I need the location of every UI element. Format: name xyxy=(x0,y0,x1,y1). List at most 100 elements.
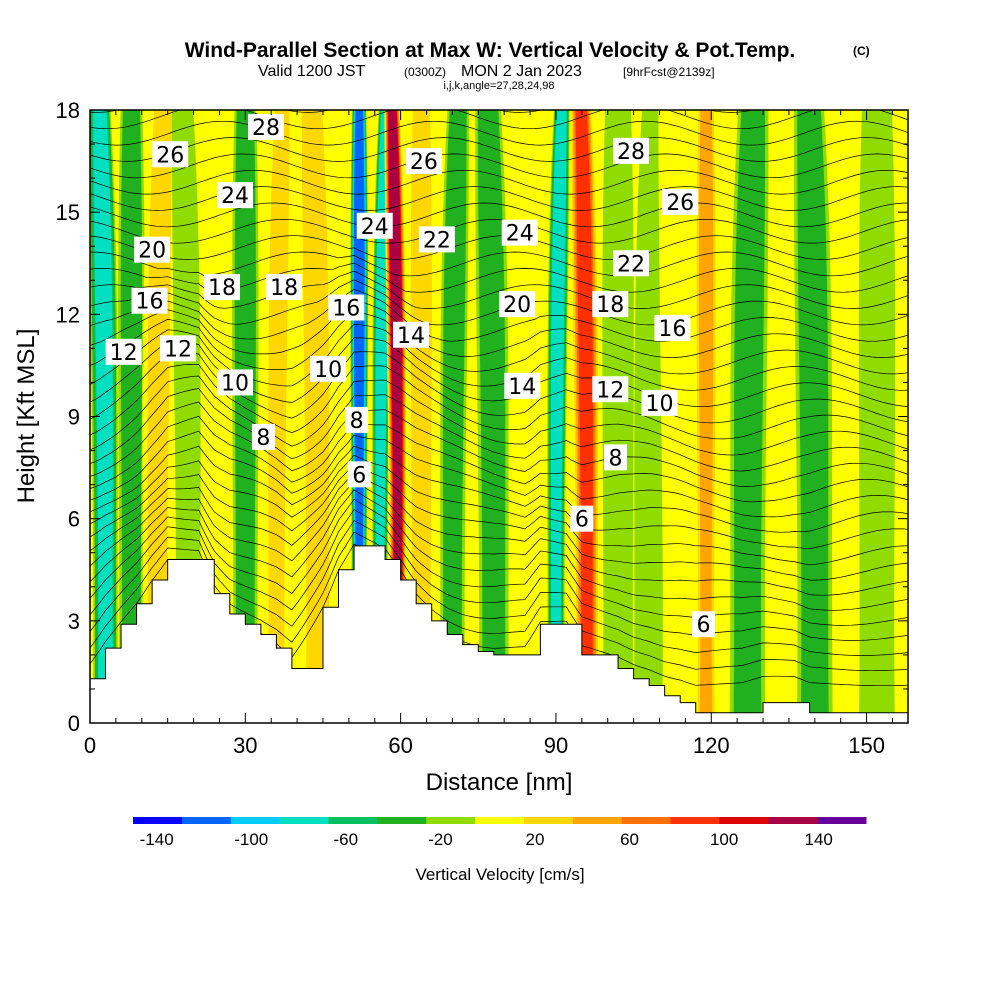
contour-label: 14 xyxy=(392,321,429,349)
contour-label-text: 20 xyxy=(138,239,166,264)
contour-label: 28 xyxy=(248,114,285,141)
colorbar-tick-label: 20 xyxy=(526,830,545,849)
y-tick-label: 6 xyxy=(68,507,80,532)
contour-label: 8 xyxy=(345,406,369,434)
x-tick-label: 0 xyxy=(84,733,96,758)
contour-label: 16 xyxy=(328,294,365,322)
contour-label: 6 xyxy=(692,611,715,638)
vv-band xyxy=(445,110,465,723)
vv-feature xyxy=(858,110,896,723)
contour-label-text: 20 xyxy=(503,293,531,318)
contour-label-box xyxy=(603,444,627,471)
theta-contour xyxy=(90,279,908,326)
contour-label-box xyxy=(356,212,393,239)
contour-label-box xyxy=(328,294,365,321)
vv-feature xyxy=(439,110,469,723)
contour-label: 20 xyxy=(499,291,536,318)
theta-contour xyxy=(90,218,908,244)
contour-label-text: 12 xyxy=(596,378,624,403)
contour-label-box xyxy=(392,321,429,348)
contour-label-box xyxy=(216,182,253,209)
vv-feature xyxy=(118,110,145,723)
contour-label: 26 xyxy=(405,148,442,175)
contour-label-box xyxy=(160,335,197,362)
contour-label-text: 16 xyxy=(136,290,164,315)
vv-band xyxy=(147,110,172,723)
theta-contour xyxy=(90,235,908,260)
contour-label: 24 xyxy=(216,182,253,209)
vv-feature xyxy=(729,110,769,723)
theta-contour xyxy=(90,120,908,146)
theta-contour xyxy=(90,498,908,626)
contour-label: 28 xyxy=(613,137,650,165)
vv-band xyxy=(267,110,290,723)
contour-label-box xyxy=(347,461,371,488)
theta-contour xyxy=(90,110,755,113)
theta-contour xyxy=(90,153,908,179)
theta-contour xyxy=(90,388,908,472)
contour-label: 18 xyxy=(204,274,241,301)
contour-label-box xyxy=(134,236,171,263)
colorbar-swatch xyxy=(475,817,525,824)
vv-feature xyxy=(793,110,833,723)
vv-band xyxy=(237,110,254,723)
colorbar-tick-label: 140 xyxy=(805,830,833,849)
contour-label-text: 26 xyxy=(156,143,184,168)
contour-label-text: 8 xyxy=(350,409,364,434)
x-tick-label: 90 xyxy=(544,733,568,758)
contour-label-text: 22 xyxy=(617,252,645,277)
contour-label-text: 28 xyxy=(617,140,645,165)
contour-label-text: 14 xyxy=(397,324,425,349)
contour-label-box xyxy=(654,314,691,341)
theta-contour xyxy=(90,480,908,596)
vv-feature xyxy=(570,110,601,723)
contour-label-box xyxy=(499,291,536,318)
x-axis-label: Distance [nm] xyxy=(426,769,573,796)
chart-title: Wind-Parallel Section at Max W: Vertical… xyxy=(185,39,796,62)
contour-label: 12 xyxy=(160,335,197,362)
contour-label-box xyxy=(504,372,541,399)
y-tick-label: 0 xyxy=(68,711,80,736)
theta-contour xyxy=(90,289,908,342)
contour-label-box xyxy=(641,389,678,416)
y-tick-label: 12 xyxy=(56,302,80,327)
contour-label-text: 16 xyxy=(658,317,686,342)
vv-feature xyxy=(90,110,119,723)
contour-label-box xyxy=(592,291,629,318)
contour-label-text: 24 xyxy=(361,215,389,240)
contour-label-text: 12 xyxy=(110,341,138,366)
theta-contour xyxy=(90,445,908,533)
terrain xyxy=(90,545,908,723)
vv-feature xyxy=(263,110,293,723)
contour-label: 24 xyxy=(356,212,393,240)
theta-contour xyxy=(90,430,908,518)
contour-label: 10 xyxy=(641,389,678,417)
contour-label-box xyxy=(131,287,168,314)
contour-label-text: 28 xyxy=(252,116,280,141)
contour-label: 16 xyxy=(654,314,691,342)
contour-label-box xyxy=(501,219,538,246)
contour-label: 14 xyxy=(504,372,541,400)
y-tick-label: 18 xyxy=(56,98,80,123)
colorbar-tick-label: 100 xyxy=(710,830,738,849)
subtitle-valid: Valid 1200 JST xyxy=(258,63,366,80)
contour-label-text: 26 xyxy=(666,191,694,216)
x-tick-label: 30 xyxy=(233,733,257,758)
contour-label: 10 xyxy=(310,355,347,383)
contour-label-box xyxy=(310,355,347,382)
contour-label-box xyxy=(570,505,594,532)
colorbar-swatch xyxy=(377,817,427,824)
theta-contour xyxy=(90,489,908,611)
contour-label-text: 6 xyxy=(575,508,589,533)
chart-subtitle: Valid 1200 JST (0300Z) MON 2 Jan 2023 [9… xyxy=(258,63,715,80)
contour-label-text: 24 xyxy=(221,184,249,209)
contour-label-text: 6 xyxy=(697,613,711,638)
contour-label: 8 xyxy=(603,444,627,471)
contour-label-text: 8 xyxy=(608,446,622,471)
contour-label-box xyxy=(345,406,369,433)
theta-contour xyxy=(90,202,908,228)
colorbar-swatch xyxy=(621,817,672,824)
contour-label-box xyxy=(692,611,715,638)
contour-label: 16 xyxy=(131,287,168,315)
contour-label-text: 24 xyxy=(506,222,534,247)
